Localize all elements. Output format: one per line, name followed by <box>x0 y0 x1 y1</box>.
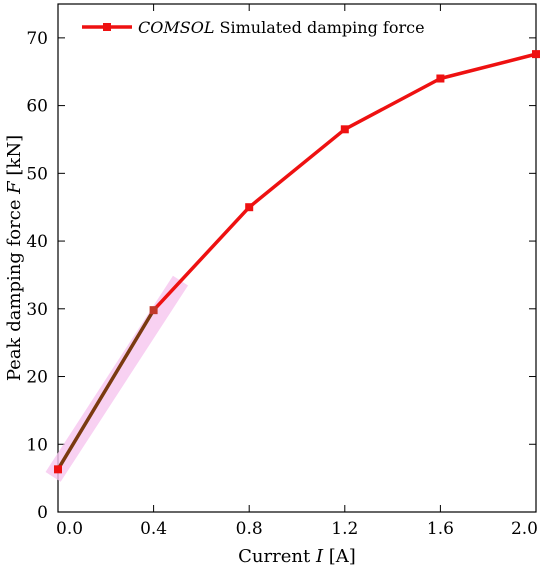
data-point <box>532 50 540 59</box>
y-tick-label: 30 <box>26 300 48 320</box>
y-tick-label: 40 <box>26 232 48 252</box>
legend-label-italic: COMSOL <box>138 18 214 37</box>
plot-frame <box>57 3 537 513</box>
x-axis-label-unit: [A] <box>323 546 356 567</box>
data-point <box>149 306 158 315</box>
series-segment <box>151 205 251 312</box>
y-axis-label-prefix: Peak damping force <box>4 194 25 381</box>
y-axis-label-unit: [kN] <box>4 135 25 181</box>
y-tick-label: 0 <box>37 503 48 523</box>
data-point <box>245 203 254 212</box>
data-point <box>436 74 445 83</box>
y-tick-label: 10 <box>26 435 48 455</box>
legend: COMSOL Simulated damping force <box>82 18 425 37</box>
x-tick-label: 1.2 <box>331 519 358 539</box>
series-segment <box>343 76 443 132</box>
y-tick-label: 20 <box>26 368 48 388</box>
y-tick-label: 70 <box>26 29 48 49</box>
y-axis-label: Peak damping force F [kN] <box>4 135 25 381</box>
legend-label: COMSOL Simulated damping force <box>138 18 425 37</box>
y-tick-label: 60 <box>26 97 48 117</box>
series-segment <box>438 52 538 81</box>
legend-marker <box>103 23 111 31</box>
x-tick-label: 0.4 <box>140 519 167 539</box>
y-tick-label: 50 <box>26 164 48 184</box>
series-segment <box>247 127 347 209</box>
series-segment <box>56 308 156 472</box>
x-tick-label: 1.6 <box>427 519 454 539</box>
axis-ticks: 0.0 0.4 0.8 1.2 1.6 2.0 0 10 20 30 40 50 60 70 <box>26 4 538 539</box>
x-axis-label-prefix: Current <box>238 546 316 567</box>
x-axis-label: Current I [A] <box>238 546 356 567</box>
x-tick-label: 0.8 <box>236 519 263 539</box>
x-axis-label-var: I <box>315 546 324 567</box>
x-tick-label: 0.0 <box>56 519 83 539</box>
legend-label-rest: Simulated damping force <box>214 18 424 37</box>
series-markers <box>54 50 540 474</box>
series-lines <box>56 52 538 472</box>
data-point <box>54 465 62 474</box>
x-tick-label: 2.0 <box>511 519 538 539</box>
data-point <box>340 125 349 134</box>
y-axis-label-var: F <box>4 180 25 195</box>
